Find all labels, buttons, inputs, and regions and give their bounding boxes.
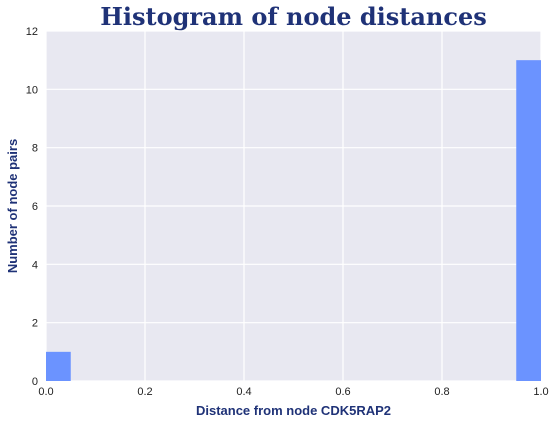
histogram-bar xyxy=(46,351,71,381)
x-tick-label: 0.2 xyxy=(137,386,152,398)
histogram-bars xyxy=(46,60,541,382)
x-axis-label: Distance from node CDK5RAP2 xyxy=(196,403,391,418)
y-tick-label: 6 xyxy=(32,201,38,213)
y-axis-ticks: 0 2 4 6 8 10 12 xyxy=(26,26,38,388)
y-tick-label: 10 xyxy=(26,84,38,96)
x-tick-label: 0.0 xyxy=(38,386,53,398)
x-tick-label: 1.0 xyxy=(533,386,548,398)
y-tick-label: 2 xyxy=(32,318,38,330)
x-tick-label: 0.6 xyxy=(335,386,350,398)
y-axis-label: Number of node pairs xyxy=(5,139,20,273)
x-tick-label: 0.4 xyxy=(236,386,251,398)
y-tick-label: 12 xyxy=(26,26,38,38)
histogram-bar xyxy=(516,60,541,382)
y-tick-label: 8 xyxy=(32,143,38,155)
grid-lines xyxy=(45,30,542,382)
chart-title: Histogram of node distances xyxy=(100,2,487,31)
x-axis-ticks: 0.0 0.2 0.4 0.6 0.8 1.0 xyxy=(38,386,548,398)
y-tick-label: 0 xyxy=(32,376,38,388)
y-tick-label: 4 xyxy=(32,259,38,271)
x-tick-label: 0.8 xyxy=(434,386,449,398)
